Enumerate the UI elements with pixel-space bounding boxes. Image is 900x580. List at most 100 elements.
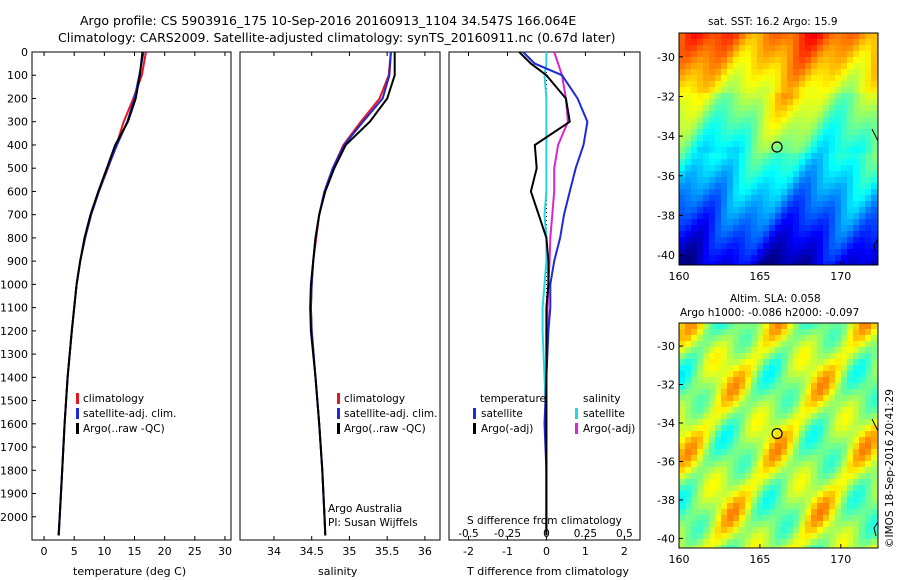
map-cell [757, 527, 764, 534]
map-cell [679, 455, 686, 462]
map-cell [841, 425, 848, 432]
map-cell [787, 377, 794, 384]
map-cell [709, 383, 716, 390]
map-cell [703, 99, 710, 106]
map-cell [763, 359, 770, 366]
map-cell [721, 461, 728, 468]
map-cell [685, 353, 692, 360]
map-cell [691, 515, 698, 522]
map-cell [727, 147, 734, 154]
map-cell [703, 237, 710, 244]
map-cell [799, 395, 806, 402]
footer-stamp: ©IMOS 18-Sep-2016 20:41:29 [884, 389, 896, 548]
map-cell [769, 81, 776, 88]
map-cell [853, 243, 860, 250]
map-cell [805, 45, 812, 52]
map-cell [811, 93, 818, 100]
map-cell [823, 177, 830, 184]
map-cell [817, 413, 824, 420]
map-cell [781, 527, 788, 534]
map-cell [775, 249, 782, 256]
map-cell [763, 171, 770, 178]
map-cell [691, 467, 698, 474]
map-cell [679, 147, 686, 154]
map-cell [835, 123, 842, 130]
map-cell [817, 473, 824, 480]
map-cell [691, 497, 698, 504]
map-cell [679, 329, 686, 336]
map-cell [817, 407, 824, 414]
map-cell [811, 33, 818, 40]
map-cell [733, 33, 740, 40]
map-cell [817, 117, 824, 124]
map-cell [841, 491, 848, 498]
map-cell [823, 353, 830, 360]
map-cell [787, 99, 794, 106]
map-cell [727, 57, 734, 64]
map-cell [859, 189, 866, 196]
map-cell [817, 99, 824, 106]
map-cell [733, 341, 740, 348]
map-cell [733, 75, 740, 82]
map-cell [805, 539, 812, 546]
map-cell [703, 419, 710, 426]
map-cell [733, 485, 740, 492]
map-cell [745, 135, 752, 142]
map-cell [679, 111, 686, 118]
header-line-2: Climatology: CARS2009. Satellite-adjuste… [58, 30, 615, 45]
map-cell [817, 329, 824, 336]
map-cell [763, 335, 770, 342]
map-cell [805, 389, 812, 396]
map-cell [811, 503, 818, 510]
map-cell [793, 371, 800, 378]
map-cell [727, 231, 734, 238]
map-cell [715, 533, 722, 540]
map-cell [739, 539, 746, 546]
map-cell [853, 177, 860, 184]
map-cell [709, 63, 716, 70]
map-cell [871, 159, 878, 166]
map-cell [727, 323, 734, 330]
map-cell [757, 509, 764, 516]
map-cell [751, 99, 758, 106]
map-cell [835, 383, 842, 390]
map-cell [829, 521, 836, 528]
map-cell [715, 353, 722, 360]
map-cell [859, 371, 866, 378]
map-cell [745, 437, 752, 444]
map-cell [721, 485, 728, 492]
map-cell [865, 383, 872, 390]
map-cell [691, 93, 698, 100]
map-cell [751, 243, 758, 250]
map-cell [823, 509, 830, 516]
map-cell [793, 33, 800, 40]
map-cell [703, 81, 710, 88]
map-cell [733, 395, 740, 402]
map-cell [787, 201, 794, 208]
map-cell [685, 69, 692, 76]
map-cell [685, 533, 692, 540]
map-cell [853, 213, 860, 220]
map-cell [805, 249, 812, 256]
map-cell [679, 371, 686, 378]
map-cell [841, 93, 848, 100]
map-cell [865, 485, 872, 492]
map-cell [829, 485, 836, 492]
map-cell [703, 323, 710, 330]
map-cell [841, 153, 848, 160]
map-cell [715, 123, 722, 130]
map-cell [679, 467, 686, 474]
map-cell [697, 329, 704, 336]
map-cell [685, 425, 692, 432]
map-cell [697, 117, 704, 124]
map-cell [751, 255, 758, 262]
map-cell [871, 383, 878, 390]
map-cell [799, 437, 806, 444]
map-cell [793, 219, 800, 226]
map-cell [871, 57, 878, 64]
map-cell [841, 527, 848, 534]
map-cell [805, 431, 812, 438]
map-cell [679, 545, 686, 549]
map-cell [715, 93, 722, 100]
map-cell [817, 105, 824, 112]
